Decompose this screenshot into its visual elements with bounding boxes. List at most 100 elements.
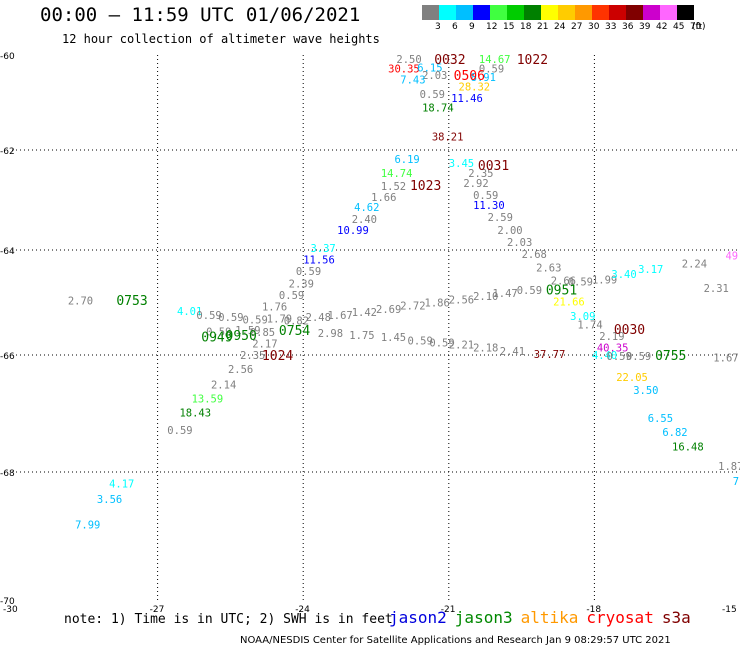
longitude-label: -27 — [150, 605, 165, 615]
pass-time-label: 0030 — [614, 323, 645, 338]
color-scale-swatch — [456, 5, 473, 20]
color-scale-swatch — [677, 5, 694, 20]
swh-value: 14.67 — [479, 54, 511, 66]
pass-time-label: 1024 — [262, 349, 293, 364]
swh-value: 4.62 — [354, 202, 379, 214]
swh-value: 2.72 — [400, 301, 425, 313]
swh-value: 0.59 — [296, 266, 321, 278]
swh-value: 2.56 — [449, 294, 474, 306]
color-scale-tick: 12 — [486, 22, 498, 32]
swh-value: 7.43 — [400, 75, 425, 87]
latitude-label: -68 — [0, 469, 15, 479]
axis-labels: -60 -62 -64 -66 -68 -70-30 -27 -24 -21 -18 -15 — [0, 52, 737, 615]
color-scale-tick: 3 — [435, 22, 441, 32]
swh-value: 2.48 — [306, 312, 331, 324]
legend-entry-cryosat: cryosat — [586, 608, 654, 627]
swh-value: 8.91 — [471, 72, 496, 84]
pass-time-label: 0032 — [434, 53, 465, 68]
pass-time-label: 0031 — [478, 159, 509, 174]
swh-value: 3.40 — [611, 269, 636, 281]
color-scale-tick: 15 — [503, 22, 515, 32]
swh-value: 0.59 — [279, 290, 304, 302]
latitude-label: -62 — [0, 147, 15, 157]
swh-value: 2.14 — [211, 379, 236, 391]
color-scale-swatch — [473, 5, 490, 20]
swh-value: 0.59 — [420, 89, 445, 101]
color-scale-tick: 39 — [639, 22, 651, 32]
swh-value: 2.35 — [468, 168, 493, 180]
altimeter-data-layer: 2.5030.356.152.037.4314.670.598.9128.320… — [68, 53, 740, 532]
swh-value: 1.87 — [718, 461, 740, 473]
lat-lon-grid — [12, 55, 740, 602]
swh-value: 2.17 — [252, 338, 277, 350]
swh-value: 1.47 — [492, 288, 517, 300]
swh-value: 1.67 — [327, 310, 352, 322]
longitude-label: -24 — [295, 605, 310, 615]
swh-value: 3.09 — [570, 311, 595, 323]
swh-value: 3.17 — [638, 264, 663, 276]
color-scale-swatch — [609, 5, 626, 20]
swh-value: 18.74 — [422, 102, 454, 114]
color-scale-bar — [422, 5, 694, 20]
swh-value: 0.59 — [243, 314, 268, 326]
color-scale-swatch — [524, 5, 541, 20]
color-scale-swatch — [490, 5, 507, 20]
swh-value: 6.55 — [648, 413, 673, 425]
color-scale-swatch — [422, 5, 439, 20]
color-scale-tick: 70 — [690, 22, 702, 32]
longitude-label: -21 — [441, 605, 456, 615]
swh-value: 2.66 — [551, 275, 576, 287]
swh-value: 10.99 — [337, 225, 369, 237]
swh-value: 2.63 — [536, 262, 561, 274]
color-scale-tick: 42 — [656, 22, 668, 32]
swh-value: 0.59 — [196, 310, 221, 322]
swh-value: 30.35 — [388, 63, 420, 75]
color-scale-ticks: 3 6 9 12 15 18 21 24 27 30 33 36 39 42 45 70 (ft) — [422, 22, 740, 34]
color-scale-swatch — [643, 5, 660, 20]
color-scale-tick: 33 — [605, 22, 617, 32]
swh-value: 2.69 — [376, 304, 401, 316]
swh-value: 0.59 — [607, 351, 632, 363]
swh-value: 1.52 — [381, 181, 406, 193]
swh-value: 38.21 — [432, 132, 464, 144]
swh-value: 14.74 — [381, 168, 413, 180]
page-subtitle: 12 hour collection of altimeter wave hei… — [62, 32, 380, 46]
swh-value: 2.24 — [682, 259, 707, 271]
swh-value: 3.45 — [449, 158, 474, 170]
swh-value: 22.05 — [616, 372, 648, 384]
footer-note: note: 1) Time is in UTC; 2) SWH is in fe… — [64, 612, 393, 627]
pass-time-label: 0506 — [454, 69, 485, 84]
swh-value: 2.59 — [488, 212, 513, 224]
swh-value: 2.21 — [449, 340, 474, 352]
pass-time-label: 0950 — [226, 329, 257, 344]
swh-value: 2.19 — [599, 331, 624, 343]
swh-value: 40.35 — [597, 343, 629, 355]
swh-value: 0.85 — [250, 327, 275, 339]
swh-value: 1.79 — [267, 313, 292, 325]
swh-value: 7.11 — [733, 476, 740, 488]
swh-value: 2.40 — [352, 214, 377, 226]
swh-value: 28.32 — [459, 81, 491, 93]
swh-value: 2.70 — [68, 295, 93, 307]
swh-value: 2.39 — [289, 279, 314, 291]
color-scale-swatch — [626, 5, 643, 20]
pass-time-label: 1022 — [517, 53, 548, 68]
latitude-label: -66 — [0, 352, 15, 362]
swh-value: 11.46 — [451, 93, 483, 105]
swh-value: 2.98 — [318, 328, 343, 340]
swh-value: 11.56 — [303, 254, 335, 266]
swh-value: 21.66 — [553, 296, 585, 308]
swh-value: 0.59 — [479, 63, 504, 75]
swh-value: 2.35 — [240, 350, 265, 362]
swh-value: 2.41 — [500, 346, 525, 358]
swh-value: 11.30 — [473, 200, 505, 212]
swh-value: 0.59 — [167, 425, 192, 437]
swh-value: 1.86 — [425, 298, 450, 310]
latitude-label: -64 — [0, 247, 15, 257]
swh-value: 2.68 — [522, 249, 547, 261]
longitude-label: -18 — [586, 605, 601, 615]
swh-value: 0.59 — [206, 326, 231, 338]
swh-value: 2.18 — [473, 343, 498, 355]
swh-value: 0.59 — [429, 337, 454, 349]
